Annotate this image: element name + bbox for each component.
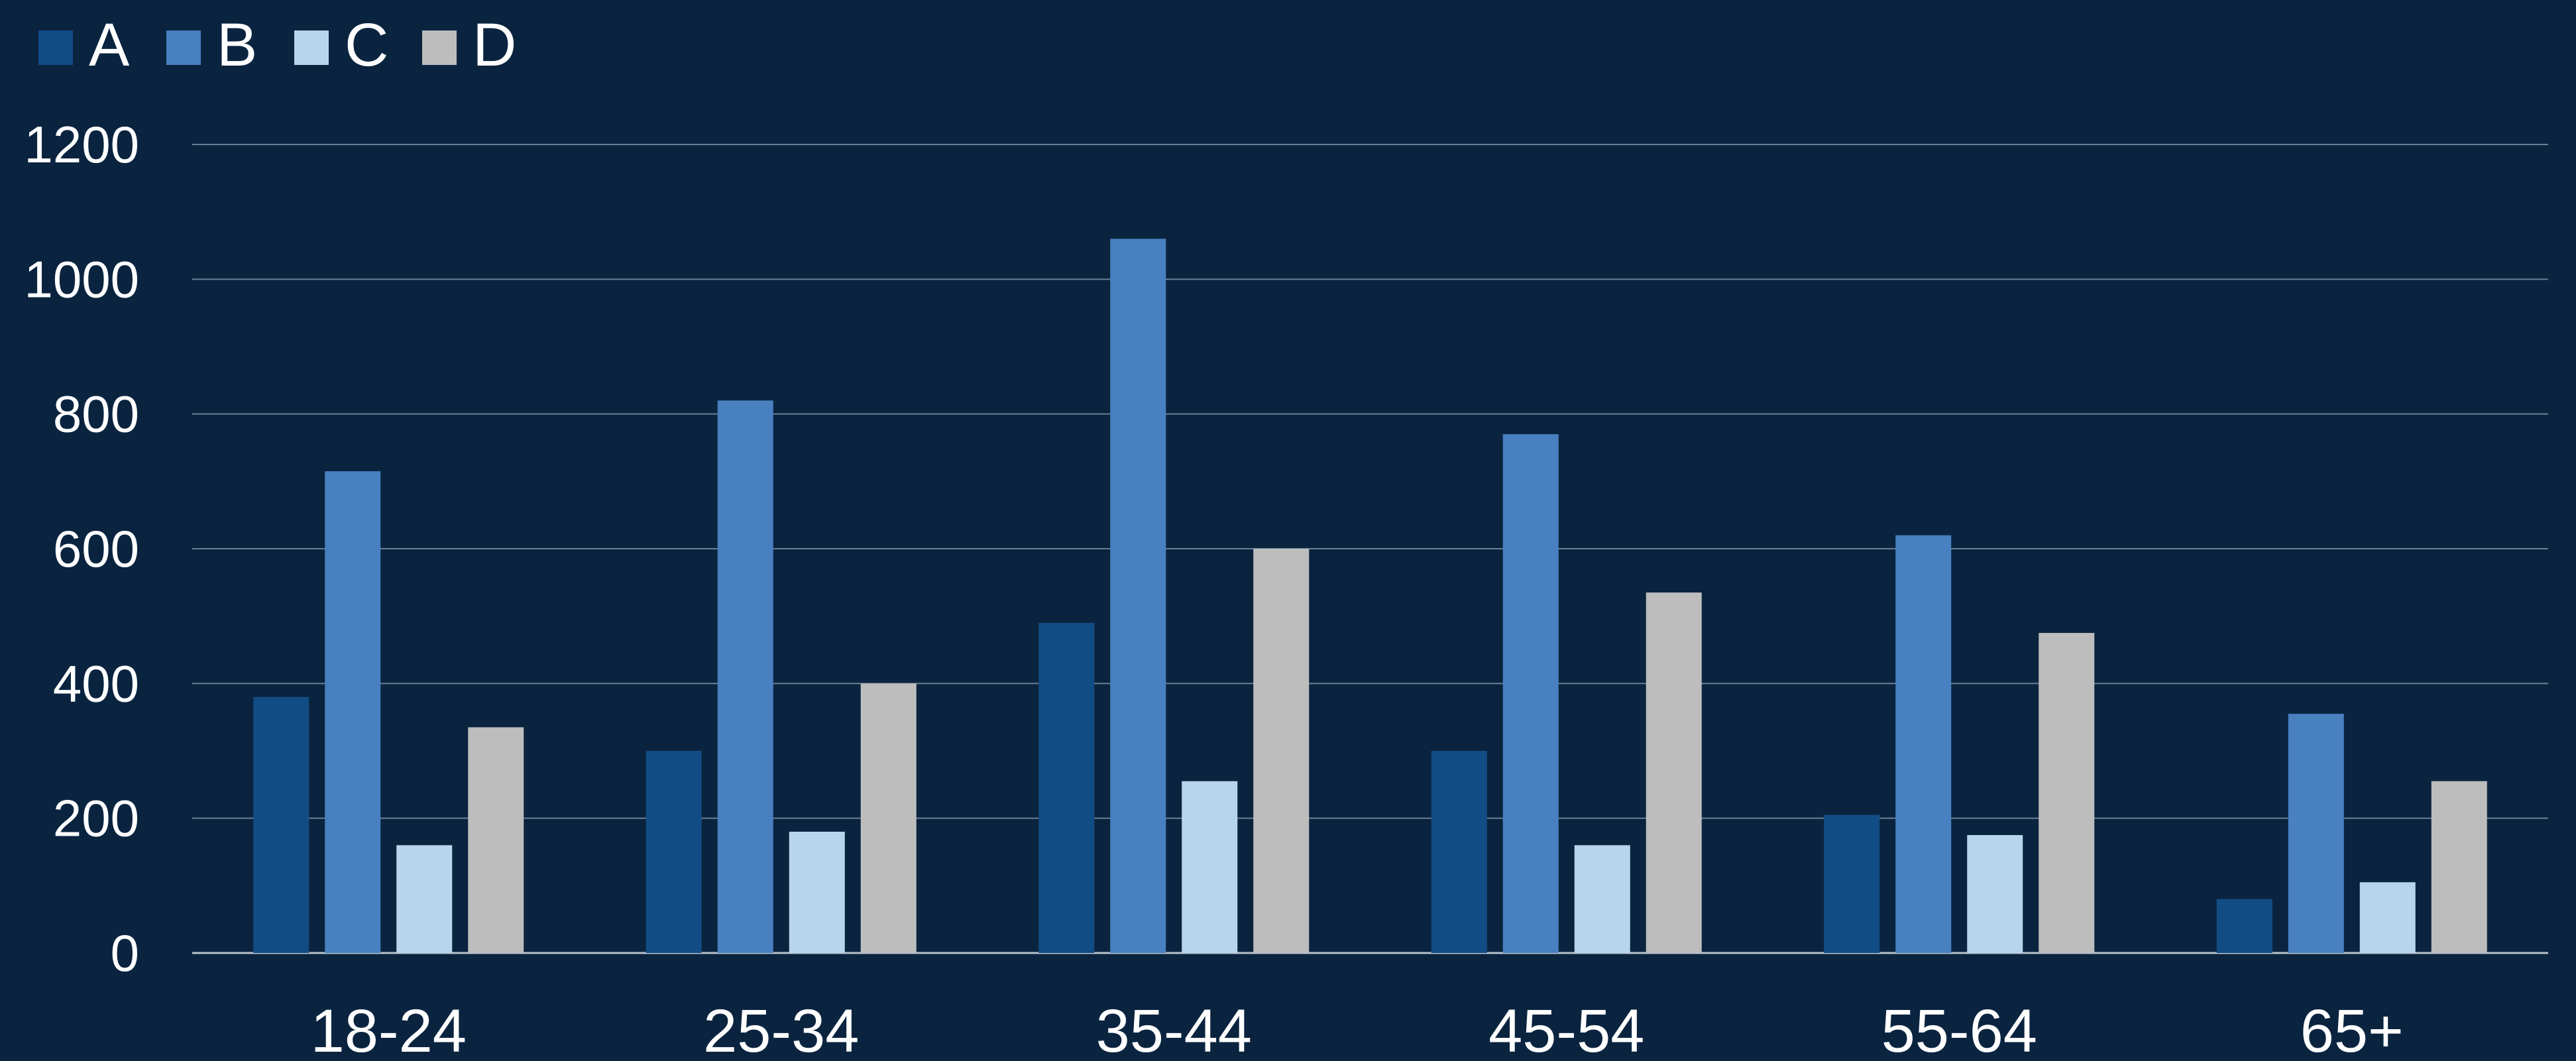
bar-b-65plus — [2288, 714, 2344, 953]
legend-item-c: C — [294, 11, 388, 79]
bar-c-55-64 — [1967, 835, 2023, 953]
bar-a-18-24 — [253, 697, 309, 953]
legend-item-a: A — [38, 11, 130, 79]
y-tick-label: 1000 — [24, 250, 139, 308]
bar-d-65plus — [2431, 781, 2487, 953]
bar-a-65plus — [2216, 899, 2272, 953]
bar-a-35-44 — [1038, 622, 1095, 953]
bar-a-45-54 — [1431, 751, 1487, 953]
legend-label: A — [89, 11, 130, 79]
y-tick-label: 200 — [53, 789, 139, 848]
bar-d-35-44 — [1253, 549, 1310, 953]
bar-c-18-24 — [396, 845, 453, 953]
legend-swatch — [422, 30, 457, 65]
bar-b-25-34 — [717, 400, 773, 953]
legend-item-b: B — [166, 11, 257, 79]
x-tick-label: 25-34 — [703, 997, 859, 1061]
bar-b-55-64 — [1895, 535, 1952, 953]
y-tick-label: 400 — [53, 654, 139, 712]
legend-swatch — [38, 30, 73, 65]
bar-b-35-44 — [1110, 239, 1166, 953]
y-tick-label: 600 — [53, 520, 139, 578]
bar-d-45-54 — [1646, 592, 1702, 953]
bar-b-45-54 — [1502, 434, 1559, 953]
x-tick-label: 18-24 — [311, 997, 467, 1061]
bar-c-35-44 — [1182, 781, 1238, 953]
gridlines — [192, 144, 2548, 954]
bars — [253, 239, 2487, 953]
x-tick-label: 65+ — [2300, 997, 2404, 1061]
x-axis: 18-24 25-34 35-44 45-54 55-64 65+ — [311, 997, 2404, 1061]
legend-item-d: D — [422, 11, 516, 79]
bar-c-25-34 — [789, 832, 845, 953]
bar-c-45-54 — [1574, 845, 1630, 953]
y-tick-label: 1200 — [24, 115, 139, 174]
legend-swatch — [166, 30, 201, 65]
legend-swatch — [294, 30, 329, 65]
bar-a-25-34 — [645, 751, 702, 953]
bar-d-55-64 — [2039, 633, 2095, 953]
legend-label: D — [473, 11, 516, 79]
y-axis: 0 200 400 600 800 1000 1200 — [24, 115, 139, 982]
legend-label: B — [217, 11, 257, 79]
legend: A B C D — [38, 11, 516, 79]
x-tick-label: 35-44 — [1096, 997, 1252, 1061]
bar-b-18-24 — [325, 471, 381, 953]
x-tick-label: 55-64 — [1881, 997, 2037, 1061]
bar-d-25-34 — [860, 683, 917, 953]
y-tick-label: 800 — [53, 385, 139, 443]
x-tick-label: 45-54 — [1488, 997, 1644, 1061]
bar-a-55-64 — [1824, 814, 1880, 953]
legend-label: C — [345, 11, 388, 79]
y-tick-label: 0 — [111, 924, 139, 982]
bar-c-65plus — [2359, 882, 2416, 953]
bar-d-18-24 — [468, 727, 524, 953]
